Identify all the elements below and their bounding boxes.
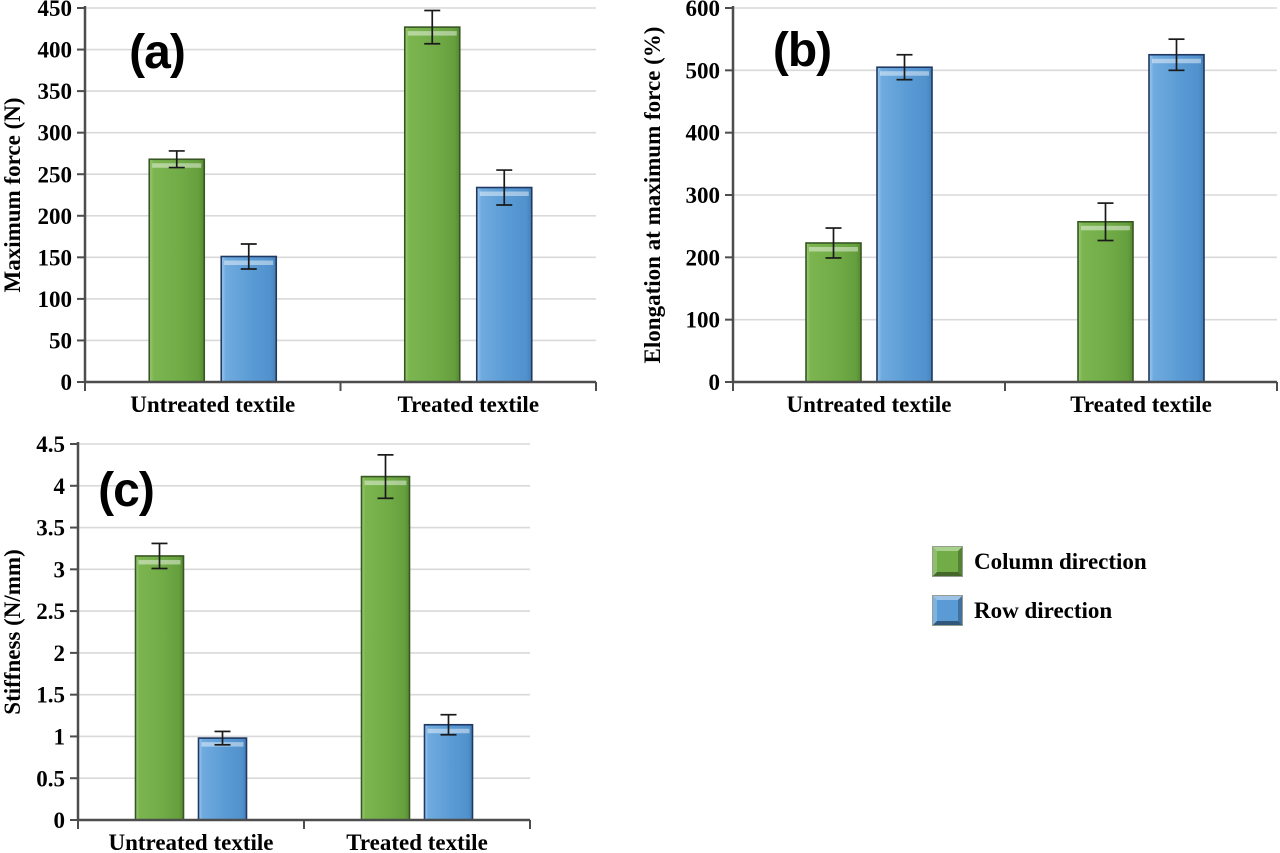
error-bar-column-direction-untreated-textile: [151, 542, 168, 570]
y-axis-title-c: Stiffness (N/mm): [0, 549, 25, 714]
error-bar-column-direction-treated-textile: [1097, 202, 1114, 242]
y-tick-label: 3: [54, 557, 66, 582]
y-tick-label: 600: [686, 0, 721, 21]
error-bar-row-direction-treated-textile: [440, 713, 457, 736]
bar-column-direction-treated-textile: [403, 26, 461, 383]
y-tick-label: 350: [38, 79, 73, 104]
y-tick-label: 50: [49, 328, 72, 353]
y-tick-label: 300: [38, 121, 73, 146]
error-bar-row-direction-treated-textile: [496, 169, 513, 206]
error-bar-row-direction-untreated-textile: [896, 53, 913, 81]
error-bar-column-direction-untreated-textile: [825, 227, 842, 259]
x-category-label-treated-textile: Treated textile: [346, 830, 488, 853]
y-tick-label: 0: [54, 808, 66, 833]
y-tick-label: 150: [38, 245, 73, 270]
bar-row-direction-treated-textile: [423, 723, 474, 821]
error-bar-column-direction-treated-textile: [377, 454, 394, 500]
x-category-label-treated-textile: Treated textile: [397, 392, 539, 417]
y-tick-label: 0.5: [36, 766, 65, 791]
y-tick-label: 2: [54, 641, 66, 666]
legend-item-row-direction: Row direction: [933, 596, 1147, 625]
x-category-label-treated-textile: Treated textile: [1070, 392, 1212, 417]
y-tick-label: 100: [686, 308, 721, 333]
y-tick-label: 250: [38, 162, 73, 187]
bar-column-direction-untreated-textile: [148, 158, 206, 383]
y-tick-label: 300: [686, 183, 721, 208]
panel-b-elongation-chart: Untreated textile Treated textile 0 100 200 3…: [640, 0, 1280, 426]
chart-a-svg: Untreated textile Treated textile 0 50 100 15…: [0, 0, 597, 417]
y-tick-label: 1.5: [36, 683, 65, 708]
error-bar-row-direction-untreated-textile: [214, 730, 231, 746]
y-tick-label: 200: [686, 245, 721, 270]
y-tick-label: 100: [38, 287, 73, 312]
y-axis-title-b: Elongation at maximum force (%): [640, 27, 665, 364]
bar-row-direction-untreated-textile: [876, 66, 933, 383]
y-tick-label: 4.5: [36, 432, 65, 457]
bar-row-direction-treated-textile: [475, 186, 533, 383]
y-tick-label: 400: [38, 38, 73, 63]
y-tick-label: 4: [54, 474, 66, 499]
bar-column-direction-untreated-textile: [134, 555, 185, 821]
chart-c-svg: Untreated textile Treated textile 0 0.5 1 1.5…: [0, 432, 531, 853]
legend: Column direction Row direction: [933, 547, 1147, 625]
panel-c-stiffness-chart: Untreated textile Treated textile 0 0.5 1 1.5…: [0, 426, 640, 853]
y-tick-label: 200: [38, 204, 73, 229]
column-direction-swatch-icon: [933, 547, 962, 576]
y-tick-label: 450: [38, 0, 73, 21]
x-category-label-untreated-textile: Untreated textile: [109, 830, 274, 853]
panel-a-maximum-force-chart: Untreated textile Treated textile 0 50 100 15…: [0, 0, 640, 426]
chart-b-svg: Untreated textile Treated textile 0 100 200 3…: [640, 0, 1278, 417]
error-bar-row-direction-treated-textile: [1168, 38, 1185, 72]
y-tick-label: 1: [54, 724, 66, 749]
x-category-label-untreated-textile: Untreated textile: [130, 392, 295, 417]
bar-column-direction-untreated-textile: [805, 242, 862, 383]
legend-item-column-direction: Column direction: [933, 547, 1147, 576]
row-direction-swatch-icon: [933, 596, 962, 625]
x-category-label-untreated-textile: Untreated textile: [787, 392, 952, 417]
y-tick-label: 3.5: [36, 516, 65, 541]
panel-label-b: (b): [773, 24, 831, 77]
y-tick-label: 400: [686, 121, 721, 146]
bar-row-direction-untreated-textile: [220, 255, 278, 383]
error-bar-column-direction-untreated-textile: [168, 150, 185, 169]
y-tick-label: 500: [686, 58, 721, 83]
panel-label-c: (c): [98, 464, 154, 517]
bar-column-direction-treated-textile: [360, 475, 411, 821]
y-tick-label: 2.5: [36, 599, 65, 624]
panel-label-a: (a): [129, 26, 185, 79]
legend-label-row-direction: Row direction: [974, 597, 1113, 623]
y-axis-title-a: Maximum force (N): [0, 97, 25, 292]
y-tick-label: 0: [709, 370, 721, 395]
legend-label-column-direction: Column direction: [974, 548, 1147, 574]
bar-column-direction-treated-textile: [1077, 221, 1134, 383]
error-bar-row-direction-untreated-textile: [240, 243, 257, 270]
y-tick-label: 0: [61, 370, 73, 395]
bar-row-direction-treated-textile: [1148, 53, 1205, 383]
bar-row-direction-untreated-textile: [197, 737, 248, 821]
error-bar-column-direction-treated-textile: [424, 9, 441, 45]
